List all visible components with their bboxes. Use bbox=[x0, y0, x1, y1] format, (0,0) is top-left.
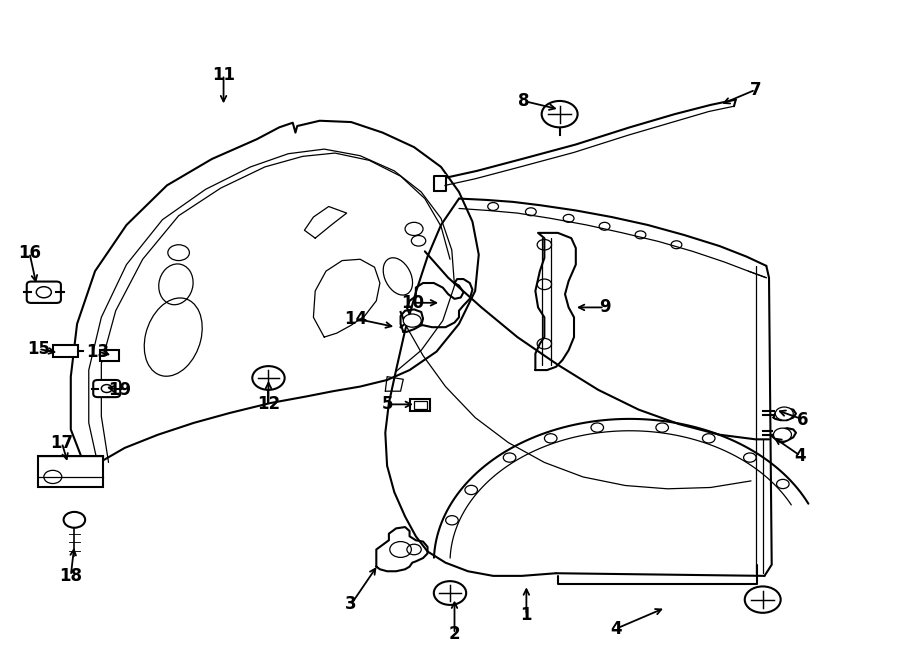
Text: 7: 7 bbox=[750, 81, 761, 98]
Circle shape bbox=[44, 471, 62, 484]
FancyBboxPatch shape bbox=[410, 399, 430, 411]
Circle shape bbox=[773, 428, 791, 442]
Text: 4: 4 bbox=[795, 447, 806, 465]
Text: 14: 14 bbox=[344, 309, 367, 328]
Text: 11: 11 bbox=[212, 65, 235, 83]
FancyBboxPatch shape bbox=[27, 282, 61, 303]
Text: 15: 15 bbox=[27, 340, 50, 358]
FancyBboxPatch shape bbox=[53, 345, 78, 357]
Text: 3: 3 bbox=[346, 596, 357, 613]
Text: 19: 19 bbox=[108, 381, 130, 399]
Text: 13: 13 bbox=[86, 342, 109, 361]
Text: 10: 10 bbox=[400, 293, 424, 312]
Text: 1: 1 bbox=[520, 606, 532, 625]
Polygon shape bbox=[434, 175, 446, 190]
FancyBboxPatch shape bbox=[100, 350, 120, 361]
Text: 8: 8 bbox=[518, 92, 529, 110]
Circle shape bbox=[775, 407, 793, 420]
Text: 18: 18 bbox=[59, 567, 82, 585]
Text: 17: 17 bbox=[50, 434, 74, 451]
Circle shape bbox=[542, 101, 578, 128]
Circle shape bbox=[64, 512, 86, 527]
Text: 5: 5 bbox=[382, 395, 392, 413]
Text: 16: 16 bbox=[18, 244, 41, 262]
Circle shape bbox=[434, 581, 466, 605]
Circle shape bbox=[744, 586, 780, 613]
Text: 2: 2 bbox=[449, 625, 460, 643]
Text: 4: 4 bbox=[610, 619, 622, 638]
Text: 9: 9 bbox=[598, 298, 610, 317]
FancyBboxPatch shape bbox=[94, 380, 121, 397]
Circle shape bbox=[403, 314, 421, 327]
FancyBboxPatch shape bbox=[39, 456, 104, 487]
Circle shape bbox=[252, 366, 284, 390]
Text: 6: 6 bbox=[797, 410, 809, 428]
Text: 12: 12 bbox=[256, 395, 280, 413]
